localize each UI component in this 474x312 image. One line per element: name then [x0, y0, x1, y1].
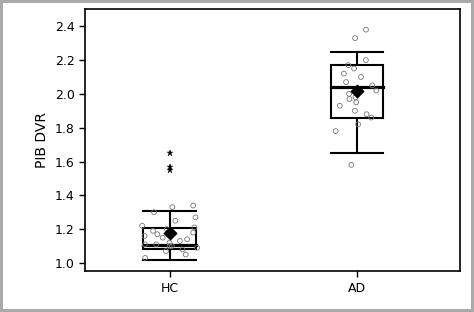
- Point: [141, 256, 149, 261]
- Point: [332, 129, 339, 134]
- Point: [345, 91, 353, 96]
- Point: [149, 228, 157, 233]
- Point: [182, 252, 190, 257]
- Point: [154, 232, 161, 237]
- Point: [141, 233, 148, 238]
- Point: [183, 237, 191, 242]
- Point: [350, 66, 358, 71]
- Point: [172, 218, 179, 223]
- Point: [351, 108, 359, 113]
- Point: [362, 27, 370, 32]
- Point: [357, 75, 365, 80]
- Point: [352, 95, 359, 100]
- Point: [353, 88, 361, 93]
- Point: [169, 205, 176, 210]
- Point: [367, 115, 375, 120]
- Point: [192, 215, 200, 220]
- Point: [166, 230, 173, 235]
- Point: [342, 80, 350, 85]
- Point: [346, 96, 353, 101]
- Point: [166, 240, 173, 245]
- Point: [179, 247, 186, 252]
- Point: [345, 63, 352, 68]
- Point: [347, 163, 355, 168]
- Point: [190, 230, 197, 235]
- Y-axis label: PIB DVR: PIB DVR: [36, 112, 49, 168]
- Point: [191, 225, 198, 230]
- Point: [351, 36, 359, 41]
- Point: [176, 238, 184, 243]
- Point: [362, 58, 370, 63]
- Bar: [143, 228, 196, 250]
- Point: [168, 244, 175, 249]
- Point: [138, 223, 146, 228]
- Point: [153, 242, 160, 247]
- Point: [166, 244, 173, 249]
- Point: [193, 245, 201, 250]
- Point: [373, 88, 380, 93]
- Point: [162, 249, 170, 254]
- Bar: [330, 65, 383, 119]
- Point: [336, 103, 344, 108]
- Point: [340, 71, 348, 76]
- Point: [355, 122, 362, 127]
- Point: [141, 242, 149, 247]
- Point: [159, 235, 166, 240]
- Point: [163, 227, 171, 232]
- Point: [368, 83, 376, 88]
- Point: [190, 203, 197, 208]
- Point: [353, 100, 360, 105]
- Point: [363, 112, 370, 117]
- Point: [150, 210, 158, 215]
